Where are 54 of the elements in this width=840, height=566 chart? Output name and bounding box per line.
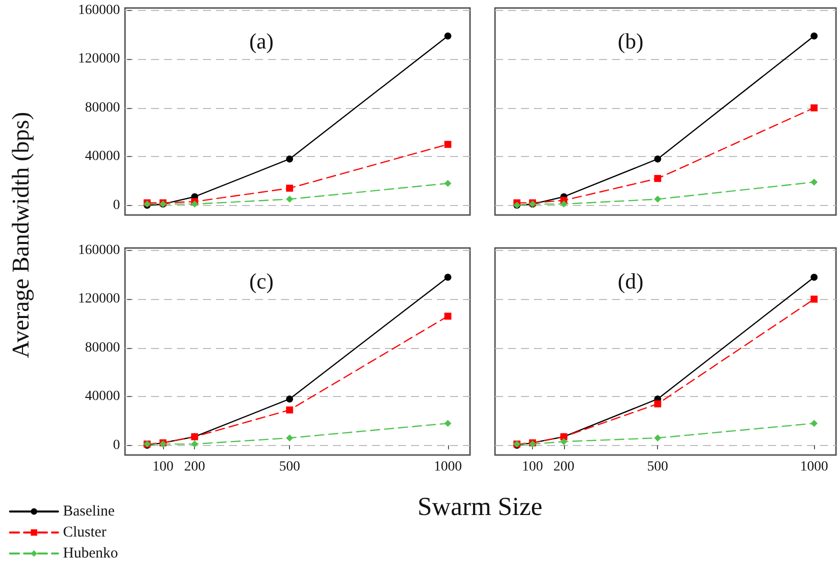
y-tick-label: 160000 xyxy=(78,242,120,258)
annotation: (a) xyxy=(249,28,274,54)
y-tick-label: 0 xyxy=(113,438,120,453)
y-tick-label: 40000 xyxy=(85,389,120,404)
point xyxy=(654,400,662,408)
point xyxy=(286,184,294,192)
point xyxy=(810,296,818,303)
point xyxy=(810,32,818,40)
x-tick-label: 100 xyxy=(152,460,174,474)
point xyxy=(810,420,818,427)
point xyxy=(444,274,452,281)
x-tick-label: 200 xyxy=(553,460,574,474)
x-tick-label: 1000 xyxy=(434,460,462,474)
x-tick-label: 1000 xyxy=(800,460,828,474)
point xyxy=(286,406,294,414)
point xyxy=(191,200,198,208)
point xyxy=(560,438,568,446)
y-tick-label: 120000 xyxy=(78,52,120,67)
x-tick-label: 200 xyxy=(184,460,206,474)
point xyxy=(654,155,662,162)
annotation: (c) xyxy=(249,268,274,294)
y-tick-label: 120000 xyxy=(78,292,120,307)
point xyxy=(654,196,662,203)
point xyxy=(654,434,662,442)
y-tick-label: 80000 xyxy=(85,100,120,116)
point xyxy=(654,174,662,182)
point xyxy=(444,32,452,40)
point xyxy=(191,440,198,448)
point xyxy=(444,420,452,427)
y-tick-label: 0 xyxy=(113,198,120,213)
y-tick-label: 40000 xyxy=(85,149,120,164)
annotation: (b) xyxy=(618,28,644,54)
point xyxy=(444,312,452,320)
point xyxy=(444,140,452,148)
point xyxy=(286,434,294,442)
y-axis-title: Average Bandwidth (bps) xyxy=(8,112,36,358)
legend-label: Baseline xyxy=(63,504,115,520)
x-axis-title: Swarm Size xyxy=(418,492,542,522)
x-tick-label: 500 xyxy=(647,460,668,474)
annotation: (d) xyxy=(618,268,644,294)
point xyxy=(560,200,568,208)
legend-label: Hubenko xyxy=(63,546,118,562)
point xyxy=(810,178,818,186)
y-tick-label: 80000 xyxy=(85,340,120,356)
x-tick-label: 500 xyxy=(279,460,300,474)
point xyxy=(286,395,294,402)
point xyxy=(286,155,294,162)
point xyxy=(444,180,452,187)
point xyxy=(810,104,818,112)
point xyxy=(286,196,294,203)
x-tick-label: 100 xyxy=(522,460,544,474)
y-tick-label: 160000 xyxy=(78,2,120,18)
point xyxy=(810,274,818,281)
legend-label: Cluster xyxy=(63,524,106,540)
